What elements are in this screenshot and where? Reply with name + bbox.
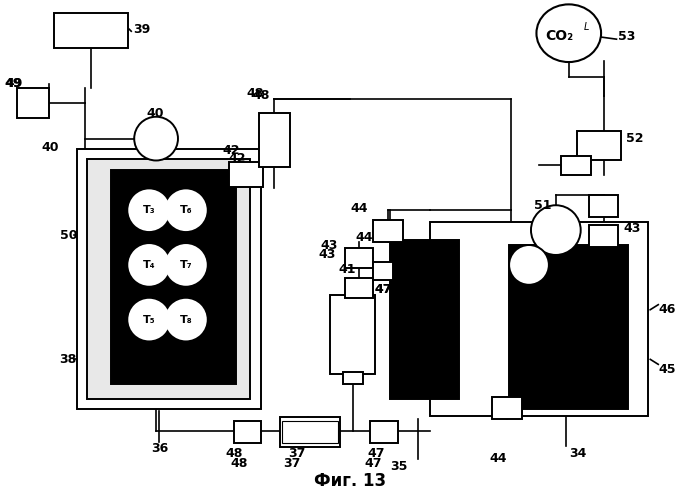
Text: T₃: T₃ xyxy=(143,205,155,215)
Text: 51: 51 xyxy=(534,199,552,212)
Text: 36: 36 xyxy=(151,442,169,455)
Text: T₅: T₅ xyxy=(143,314,155,324)
Text: T₆: T₆ xyxy=(180,205,193,215)
Bar xyxy=(234,421,262,443)
Bar xyxy=(282,421,338,443)
Text: Фиг. 13: Фиг. 13 xyxy=(314,472,386,490)
Circle shape xyxy=(166,190,206,230)
Bar xyxy=(390,240,459,399)
Text: 42: 42 xyxy=(229,152,246,165)
Bar xyxy=(370,421,398,443)
Bar xyxy=(509,245,629,409)
Text: 50: 50 xyxy=(60,229,77,242)
Text: 48: 48 xyxy=(253,89,270,102)
Ellipse shape xyxy=(536,4,601,62)
Text: CO₂: CO₂ xyxy=(545,29,573,43)
Text: T₄: T₄ xyxy=(143,260,155,270)
Text: 53: 53 xyxy=(619,30,636,43)
Text: 35: 35 xyxy=(390,460,407,473)
Text: 49: 49 xyxy=(5,77,22,90)
Text: T₈: T₈ xyxy=(179,314,193,324)
Text: 37: 37 xyxy=(288,447,306,460)
Bar xyxy=(589,195,619,217)
Bar xyxy=(281,417,340,447)
Bar xyxy=(492,397,522,419)
Text: 40: 40 xyxy=(146,107,164,120)
Text: 46: 46 xyxy=(658,303,676,316)
Circle shape xyxy=(509,245,549,285)
Circle shape xyxy=(130,245,169,285)
Bar xyxy=(373,220,402,242)
Bar xyxy=(330,295,375,374)
Text: 40: 40 xyxy=(42,141,60,154)
Text: 44: 44 xyxy=(350,202,368,215)
Bar xyxy=(88,159,250,399)
Text: 49: 49 xyxy=(4,77,21,90)
Circle shape xyxy=(531,205,581,255)
Text: 47: 47 xyxy=(375,283,393,296)
Text: T₇: T₇ xyxy=(180,260,193,270)
Bar xyxy=(229,163,263,187)
Text: 52: 52 xyxy=(626,132,644,145)
Circle shape xyxy=(134,117,178,161)
Text: 41: 41 xyxy=(338,263,356,276)
Text: 44: 44 xyxy=(355,231,372,244)
Text: 45: 45 xyxy=(658,363,676,376)
Text: 38: 38 xyxy=(60,353,77,366)
Bar xyxy=(343,372,363,384)
Text: 44: 44 xyxy=(489,452,507,465)
Text: 37: 37 xyxy=(284,457,301,470)
Text: 48: 48 xyxy=(246,87,264,100)
Circle shape xyxy=(166,245,206,285)
Text: 43: 43 xyxy=(318,248,335,261)
Text: 47: 47 xyxy=(375,283,393,296)
Circle shape xyxy=(130,300,169,339)
Bar xyxy=(430,222,648,416)
Bar xyxy=(577,130,622,161)
Text: L: L xyxy=(584,22,589,32)
Bar xyxy=(258,113,290,168)
Text: 54: 54 xyxy=(509,283,526,296)
Text: 43: 43 xyxy=(320,239,337,251)
Bar xyxy=(111,171,236,384)
Text: 48: 48 xyxy=(231,457,248,470)
Text: 48: 48 xyxy=(225,447,243,460)
Bar xyxy=(17,88,49,118)
Bar xyxy=(589,225,619,247)
Bar xyxy=(345,278,373,298)
Bar xyxy=(76,149,260,409)
Circle shape xyxy=(166,300,206,339)
Text: 47: 47 xyxy=(365,457,382,470)
Text: 43: 43 xyxy=(624,222,641,235)
Bar xyxy=(345,248,373,268)
Bar xyxy=(373,262,393,280)
Text: 34: 34 xyxy=(569,447,586,460)
Text: 42: 42 xyxy=(223,144,240,157)
Text: 39: 39 xyxy=(133,23,150,36)
Bar xyxy=(561,156,591,176)
Bar xyxy=(54,13,128,48)
Circle shape xyxy=(130,190,169,230)
Text: 47: 47 xyxy=(368,447,386,460)
